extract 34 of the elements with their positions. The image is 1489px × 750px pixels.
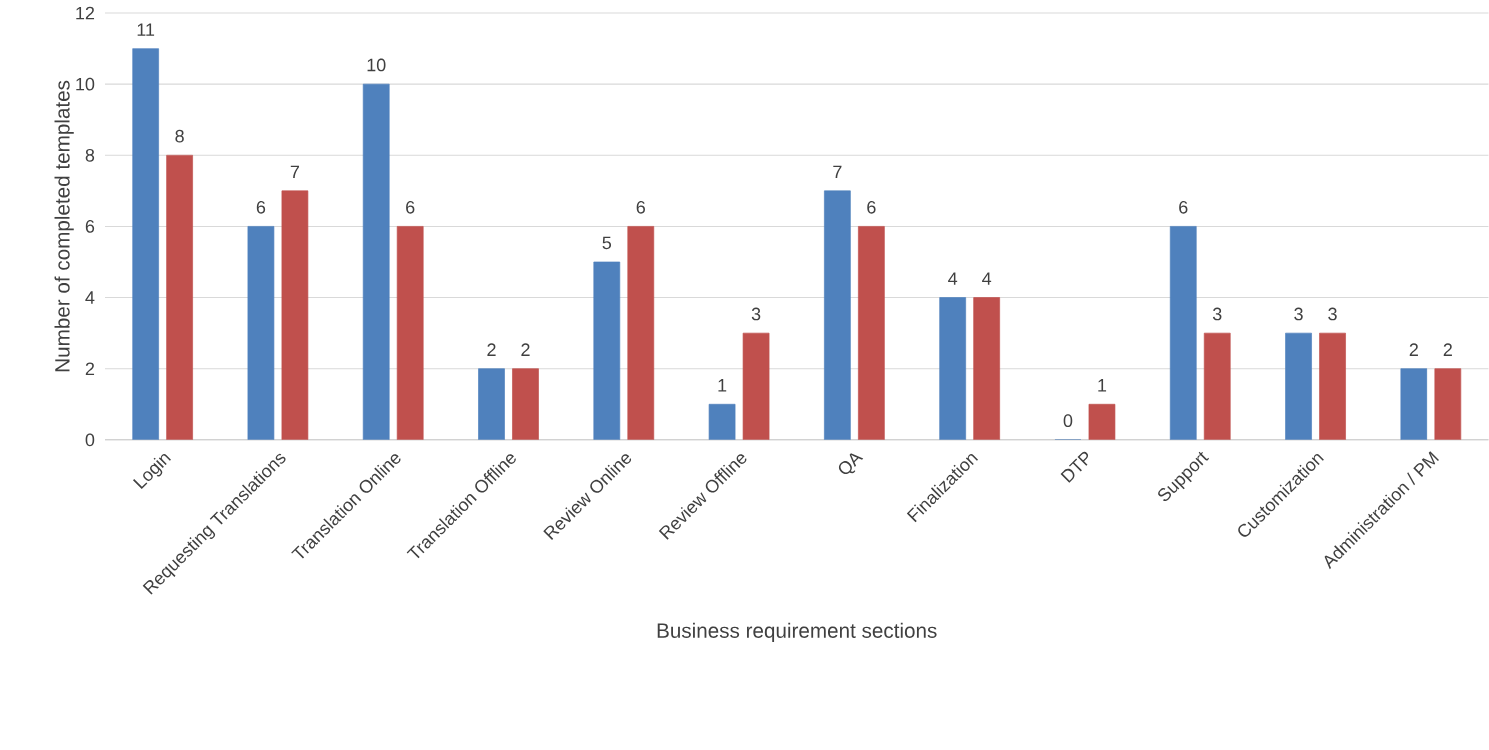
data-label: 8 <box>175 129 184 143</box>
data-label: 6 <box>406 201 415 214</box>
data-label: 3 <box>1212 307 1222 321</box>
data-label: 5 <box>602 236 612 250</box>
data-label: 3 <box>751 307 761 321</box>
data-label: 11 <box>137 23 155 36</box>
data-label: 1 <box>718 379 727 392</box>
data-label: 4 <box>948 272 958 285</box>
y-tick-label: 10 <box>76 77 95 91</box>
data-label: 3 <box>1328 307 1337 321</box>
data-label: 6 <box>256 201 266 214</box>
data-label: 2 <box>1409 343 1418 357</box>
data-label: 6 <box>636 201 645 214</box>
data-label: 6 <box>867 201 876 214</box>
y-tick-label: 8 <box>85 149 95 162</box>
data-label: 0 <box>1063 414 1073 428</box>
y-tick-label: 6 <box>85 220 95 233</box>
data-label: 2 <box>521 343 530 357</box>
data-label: 7 <box>833 165 842 179</box>
y-tick-label: 2 <box>85 362 95 376</box>
y-tick-label: 0 <box>85 433 95 447</box>
data-label: 1 <box>1098 379 1107 392</box>
data-label: 7 <box>290 165 300 179</box>
data-label: 10 <box>367 58 386 72</box>
y-axis-title: Number of completed templates <box>54 80 74 372</box>
data-label: 3 <box>1294 307 1303 321</box>
x-axis-title: Business requirement sections <box>657 622 937 643</box>
data-label: 2 <box>1443 343 1452 357</box>
data-label: 2 <box>487 343 496 357</box>
data-label: 4 <box>982 272 992 285</box>
y-tick-label: 12 <box>76 6 95 20</box>
x-tick-label: QA <box>838 453 864 475</box>
data-label: 6 <box>1179 201 1188 214</box>
y-tick-label: 4 <box>85 291 95 304</box>
